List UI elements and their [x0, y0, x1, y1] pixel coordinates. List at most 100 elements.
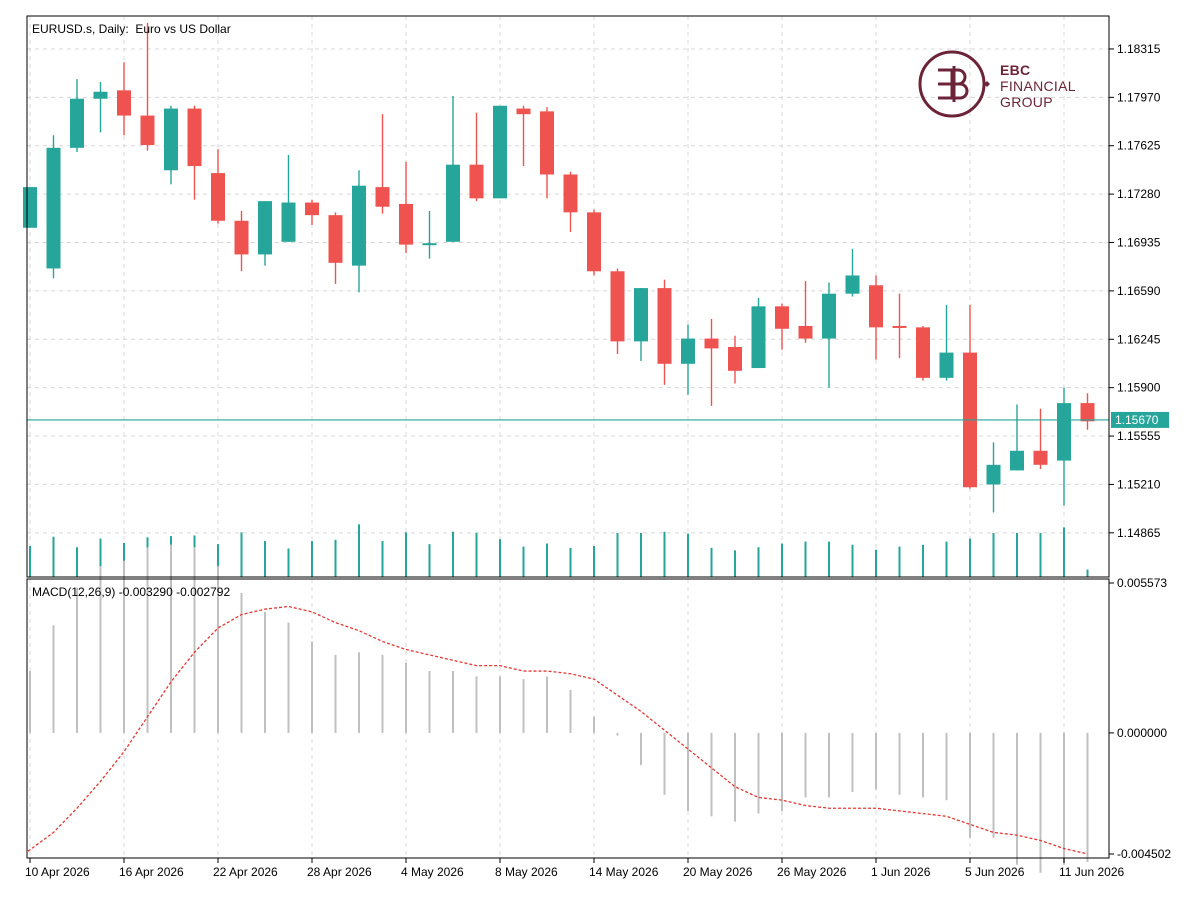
bearish-candle [375, 114, 390, 214]
candle-body [281, 202, 296, 242]
bullish-candle [939, 304, 954, 381]
candlesticks [23, 23, 1095, 513]
volume-bar [969, 538, 971, 577]
time-tick-label: 26 May 2026 [777, 865, 847, 879]
candle-body [822, 293, 836, 339]
bullish-candle [1010, 404, 1024, 471]
volume-bar [875, 549, 877, 577]
logo-line3: GROUP [1000, 94, 1053, 110]
candle-body [892, 325, 907, 328]
candle-body [375, 187, 390, 207]
candle-body [422, 243, 437, 246]
bearish-candle [399, 161, 413, 254]
bullish-candle [258, 201, 272, 266]
bullish-candle [822, 282, 836, 388]
candle-body [728, 346, 742, 371]
volume-bar [52, 536, 55, 577]
candle-body [469, 164, 484, 199]
candle-body [305, 202, 319, 216]
candle-body [1033, 450, 1048, 465]
volume-bar [311, 541, 313, 577]
candle-body [258, 201, 272, 255]
volume-bar [475, 532, 478, 577]
candle-body [187, 108, 202, 167]
ebc-logo: EBC FINANCIAL GROUP [918, 50, 1076, 120]
logo-line2: FINANCIAL [1000, 78, 1076, 94]
macd-title: MACD(12,26,9) -0.003290 -0.002792 [32, 585, 231, 599]
volume-bar [405, 532, 407, 577]
candle-body [916, 327, 930, 378]
time-tick-label: 16 Apr 2026 [119, 865, 184, 879]
volume-bar [640, 532, 642, 577]
volume-bar [663, 531, 666, 577]
volume-bar [1039, 532, 1042, 577]
price-tick-label: 1.15210 [1117, 477, 1161, 491]
candle-body [610, 271, 625, 342]
price-tick-label: 1.17970 [1117, 90, 1161, 104]
volume-bar [334, 539, 337, 577]
volume-bar [76, 547, 78, 577]
bearish-candle [187, 105, 202, 200]
candle-body [23, 187, 37, 228]
bearish-candle [916, 325, 930, 381]
price-tick-label: 1.18315 [1117, 42, 1161, 56]
candle-body [446, 164, 460, 242]
bearish-candle [117, 62, 131, 136]
macd-tick-label: -0.004502 [1117, 847, 1171, 861]
price-tick-label: 1.17625 [1117, 139, 1161, 153]
volume-bar [828, 541, 830, 577]
time-tick-label: 22 Apr 2026 [213, 865, 278, 879]
bearish-candle [469, 112, 484, 202]
bearish-candle [587, 209, 601, 276]
volume-bar [240, 532, 243, 577]
candle-body [845, 275, 860, 294]
volume-bar [99, 538, 102, 577]
bearish-candle [869, 275, 883, 360]
bearish-candle [892, 293, 907, 359]
time-tick-label: 28 Apr 2026 [307, 865, 372, 879]
volume-bars [29, 524, 1089, 577]
candle-body [751, 306, 766, 369]
candle-body [117, 90, 131, 116]
time-tick-label: 5 Jun 2026 [965, 865, 1025, 879]
bearish-candle [1033, 408, 1048, 470]
bullish-candle [446, 95, 460, 242]
price-panel-frame [26, 15, 1110, 578]
bullish-candle [422, 210, 437, 259]
volume-bar [593, 546, 595, 577]
time-axis: 10 Apr 2026 16 Apr 2026 22 Apr 2026 28 Apr … [25, 858, 1124, 879]
candle-body [657, 288, 672, 364]
ebc-emblem-icon [918, 50, 990, 118]
volume-bar [217, 544, 219, 577]
candle-body [493, 105, 507, 199]
bearish-candle [305, 199, 319, 225]
volume-bar [898, 546, 901, 577]
candle-body [798, 325, 813, 339]
volume-bar [1063, 527, 1065, 577]
current-price-line: 1.15670 [27, 411, 1169, 428]
volume-bar [287, 548, 290, 577]
price-tick-label: 1.16590 [1117, 284, 1161, 298]
bearish-candle [1080, 393, 1095, 430]
candle-body [1010, 450, 1024, 471]
candle-body [93, 91, 108, 99]
candle-body [70, 98, 84, 148]
bearish-candle [540, 107, 554, 199]
price-tick-label: 1.15555 [1117, 429, 1161, 443]
time-tick-label: 4 May 2026 [401, 865, 464, 879]
candle-body [46, 147, 61, 269]
bullish-candle [93, 81, 108, 133]
candle-body [328, 215, 343, 263]
candle-body [399, 203, 413, 245]
macd-tick-label: 0.005573 [1117, 576, 1167, 590]
bearish-candle [516, 105, 531, 167]
volume-bar [922, 544, 924, 577]
candle-body [681, 338, 695, 364]
candle-body [140, 115, 155, 146]
bullish-candle [23, 187, 37, 228]
price-tick-label: 1.17280 [1117, 187, 1161, 201]
candle-body [1080, 403, 1095, 422]
bullish-candle [634, 288, 648, 362]
candle-body [234, 220, 249, 255]
